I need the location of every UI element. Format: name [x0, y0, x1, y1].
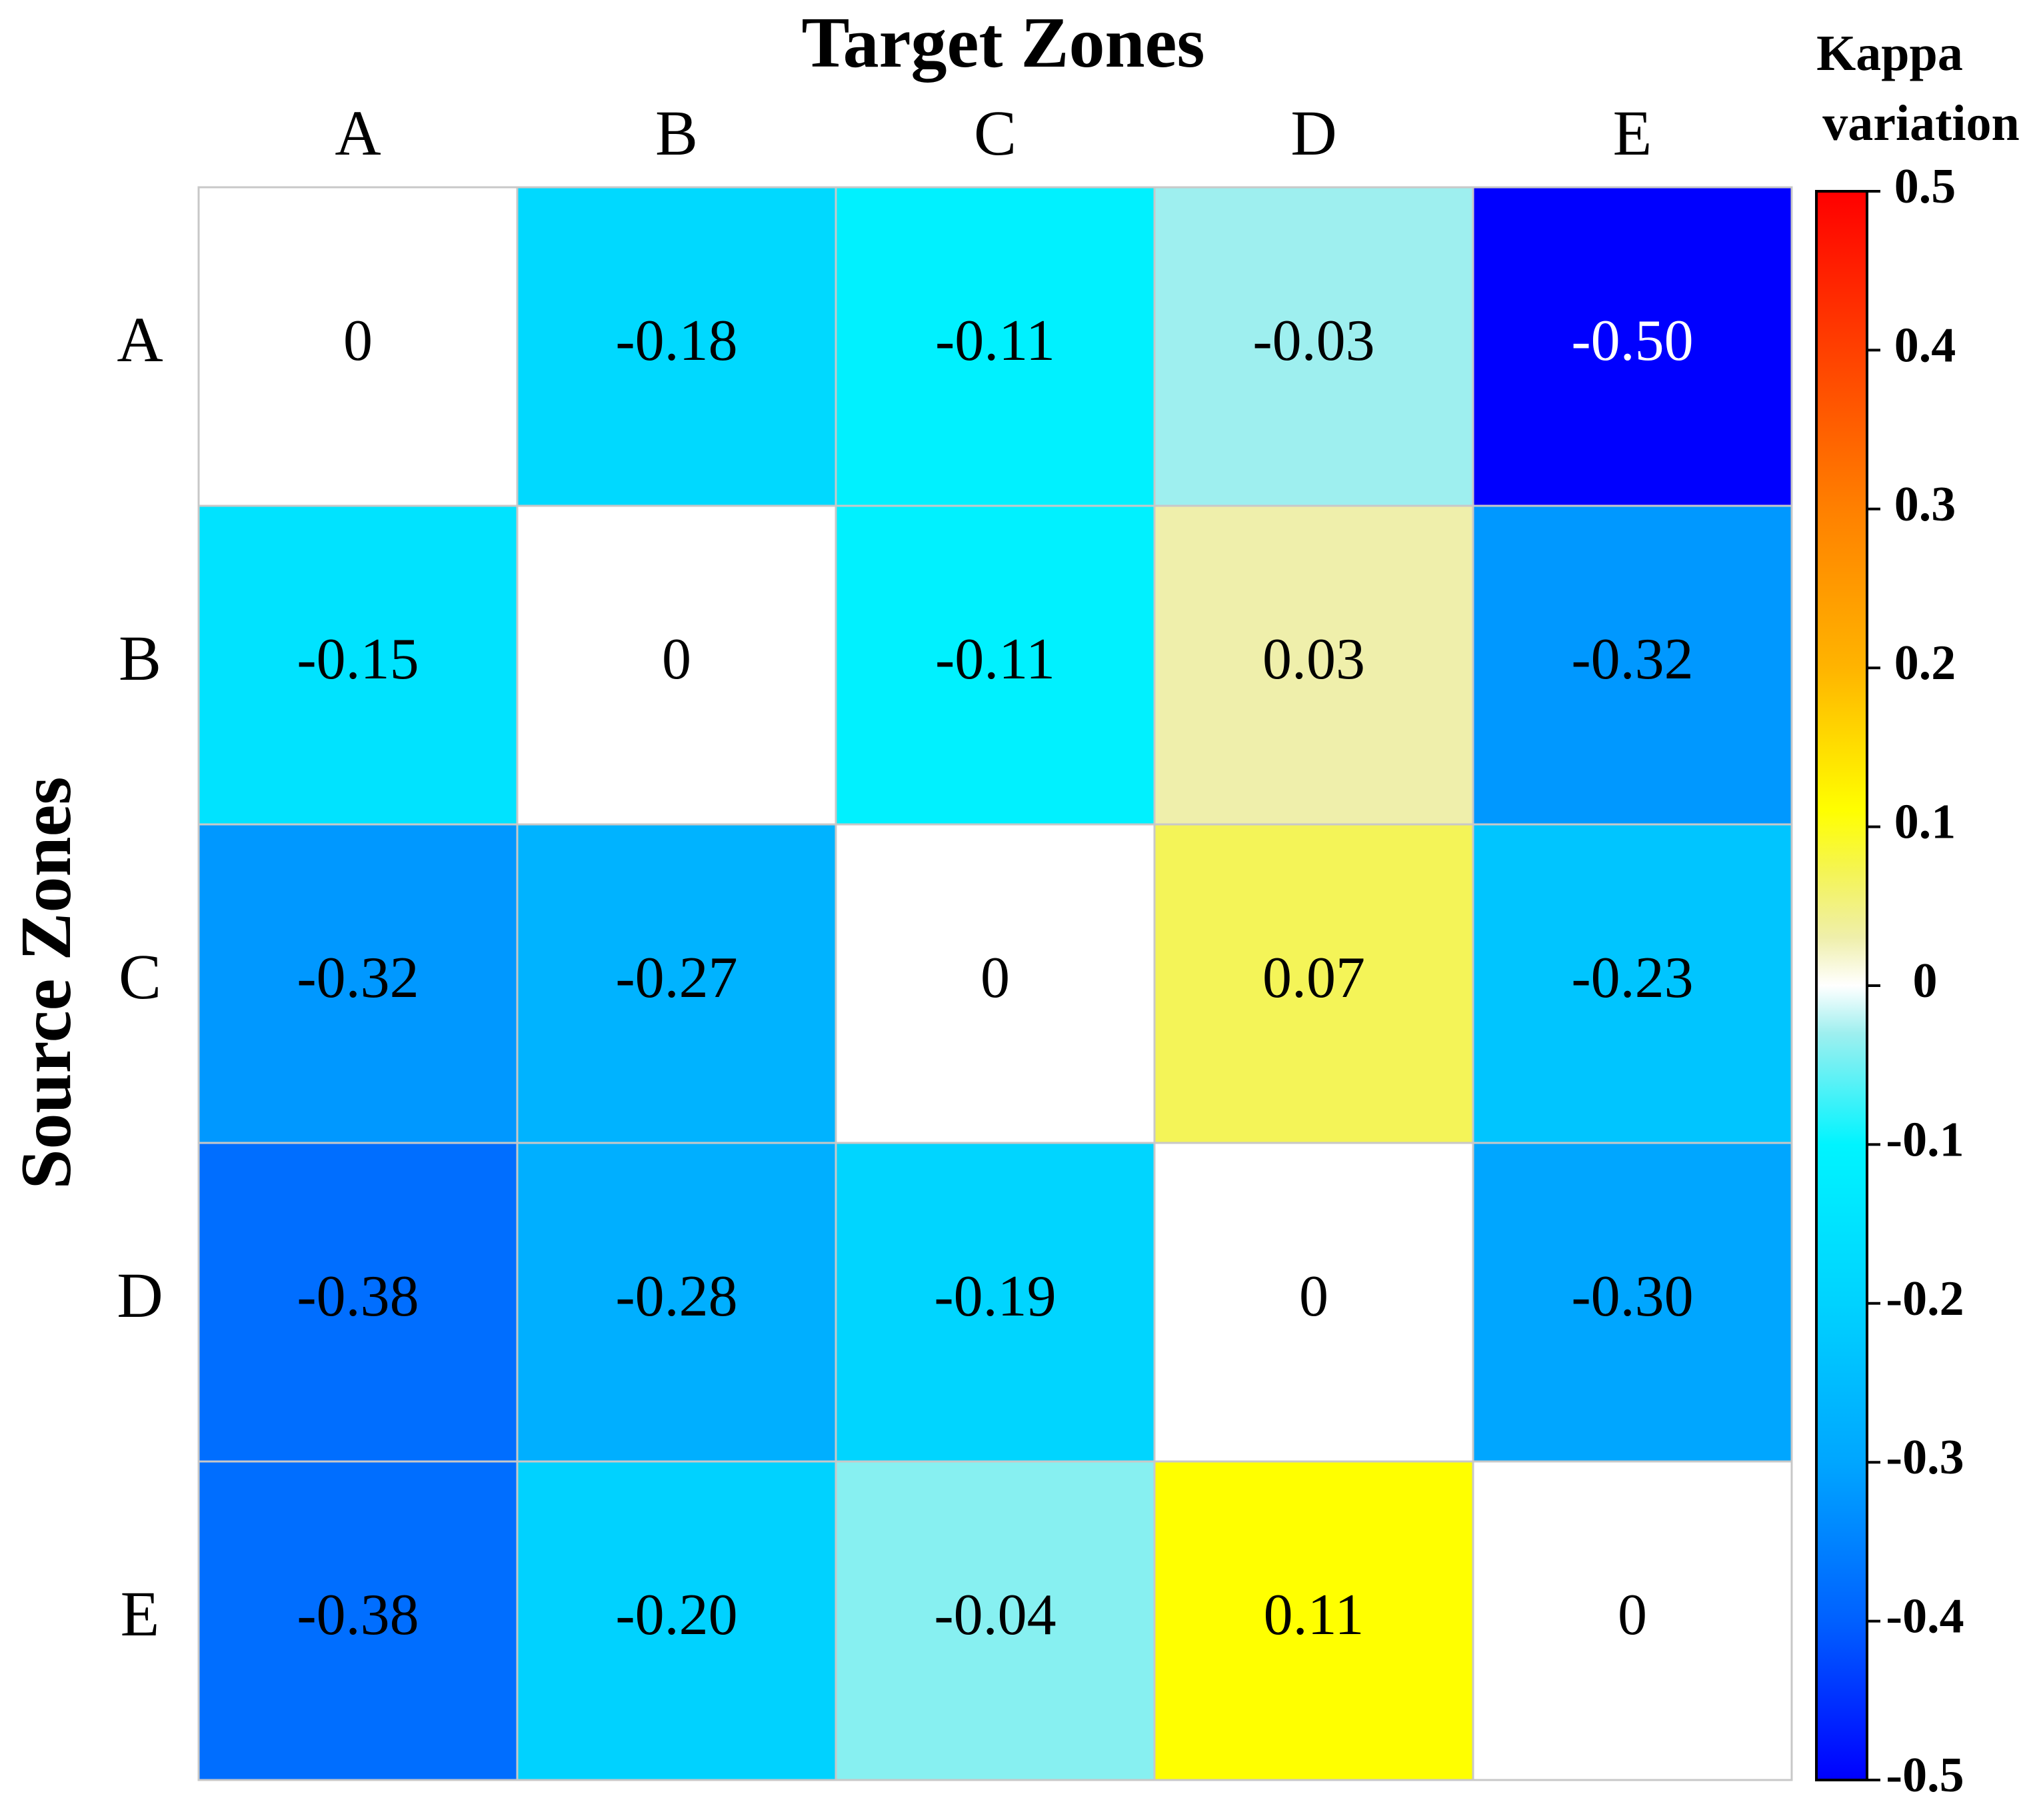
y-tick-label-d: D — [117, 1260, 163, 1331]
colorbar: Kappa variation 0.5 0.4 0.3 0.2 0.1 0 -0.1 -0.2… — [1815, 25, 2020, 1803]
heatmap-cell-label-d-a: -0.38 — [297, 1264, 419, 1329]
heatmap-cell-label-e-c: -0.04 — [934, 1583, 1056, 1647]
heatmap-cell-e-e — [1472, 1460, 1793, 1781]
heatmap-cell-label-e-e: 0 — [1618, 1583, 1647, 1647]
heatmap-cell-e-b — [516, 1460, 837, 1781]
heatmap-cell-a-b — [516, 186, 837, 507]
heatmap-cell-a-a — [197, 186, 519, 507]
heatmap-cell-label-a-b: -0.18 — [615, 309, 737, 373]
x-tick-label-d: D — [1290, 97, 1336, 169]
x-category-labels: A B C D E — [335, 97, 1652, 169]
heatmap-cell-label-d-d: 0 — [1299, 1264, 1328, 1329]
heatmap-values: 0 -0.18 -0.11 -0.03 -0.50 -0.15 0 -0.11 0.03 -0.3… — [297, 309, 1693, 1647]
heatmap-cell-b-d — [1153, 504, 1474, 826]
colorbar-tick-label: 0.5 — [1894, 159, 1956, 214]
heatmap-cell-label-c-e: -0.23 — [1571, 946, 1693, 1010]
heatmap-cell-label-a-a: 0 — [343, 309, 373, 373]
heatmap-cell-d-c — [835, 1142, 1156, 1463]
heatmap-cell-label-c-a: -0.32 — [297, 946, 419, 1010]
colorbar-tick-label: -0.5 — [1886, 1748, 1964, 1803]
x-axis-title: Target Zones — [801, 3, 1204, 83]
heatmap-cell-label-c-d: 0.07 — [1262, 946, 1365, 1010]
heatmap-cell-b-b — [516, 504, 837, 826]
y-category-labels: A B C D E — [117, 304, 163, 1649]
y-tick-label-e: E — [121, 1578, 160, 1649]
heatmap-cell-c-e — [1472, 823, 1793, 1144]
colorbar-tick-label: -0.1 — [1886, 1112, 1964, 1167]
colorbar-title-line-1: Kappa — [1816, 25, 1963, 81]
heatmap-cell-a-d — [1153, 186, 1474, 507]
heatmap-cell-label-a-d: -0.03 — [1252, 309, 1374, 373]
heatmap-cell-b-c — [835, 504, 1156, 826]
heatmap-cell-a-e — [1472, 186, 1793, 507]
heatmap-cell-e-c — [835, 1460, 1156, 1781]
x-tick-label-c: C — [974, 97, 1017, 169]
heatmap-cell-e-d — [1153, 1460, 1474, 1781]
colorbar-tick-label: -0.4 — [1886, 1589, 1964, 1644]
heatmap-cell-label-b-b: 0 — [662, 627, 691, 692]
heatmap-cell-d-a — [197, 1142, 519, 1463]
colorbar-ticks: 0.5 0.4 0.3 0.2 0.1 0 -0.1 -0.2 -0.3 -0.4 -0.5 — [1867, 159, 1964, 1803]
heatmap-cell-c-c — [835, 823, 1156, 1144]
x-tick-label-e: E — [1613, 97, 1652, 169]
heatmap-cell-label-d-b: -0.28 — [615, 1264, 737, 1329]
x-tick-label-b: B — [655, 97, 698, 169]
colorbar-tick-label: 0.3 — [1894, 477, 1956, 532]
y-axis-title: Source Zones — [7, 776, 86, 1189]
colorbar-tick-label: -0.2 — [1886, 1272, 1964, 1326]
heatmap-cell-c-d — [1153, 823, 1474, 1144]
heatmap-cell-label-c-b: -0.27 — [615, 946, 737, 1010]
heatmap-cell-d-b — [516, 1142, 837, 1463]
y-tick-label-b: B — [119, 622, 161, 694]
heatmap-cell-label-b-e: -0.32 — [1571, 627, 1693, 692]
heatmap-cell-b-e — [1472, 504, 1793, 826]
heatmap-cell-label-d-e: -0.30 — [1571, 1264, 1693, 1329]
x-tick-label-a: A — [335, 97, 381, 169]
heatmap-cell-label-b-c: -0.11 — [935, 627, 1055, 692]
heatmap-cell-b-a — [197, 504, 519, 826]
heatmap-cell-label-a-e: -0.50 — [1571, 309, 1693, 373]
heatmap-cell-label-a-c: -0.11 — [935, 309, 1055, 373]
heatmap-cell-label-b-d: 0.03 — [1262, 627, 1365, 692]
y-tick-label-c: C — [119, 941, 161, 1012]
heatmap-cell-label-c-c: 0 — [981, 946, 1010, 1010]
y-tick-label-a: A — [117, 304, 163, 375]
heatmap-cell-label-e-d: 0.11 — [1264, 1583, 1364, 1647]
colorbar-tick-label: 0.4 — [1894, 318, 1956, 373]
colorbar-tick-label: 0 — [1913, 954, 1938, 1008]
heatmap-cell-d-d — [1153, 1142, 1474, 1463]
colorbar-tick-label: -0.3 — [1886, 1430, 1964, 1485]
heatmap-cell-a-c — [835, 186, 1156, 507]
heatmap-cell-label-d-c: -0.19 — [934, 1264, 1056, 1329]
colorbar-title-line-2: variation — [1822, 95, 2020, 151]
colorbar-tick-label: 0.2 — [1894, 636, 1956, 690]
colorbar-gradient-bar — [1815, 190, 1868, 1781]
heatmap-cell-label-e-b: -0.20 — [615, 1583, 737, 1647]
heatmap-cell-c-a — [197, 823, 519, 1144]
heatmap-cells — [197, 186, 1793, 1781]
colorbar-tick-label: 0.1 — [1894, 795, 1956, 850]
heatmap-cell-label-e-a: -0.38 — [297, 1583, 419, 1647]
heatmap-cell-label-b-a: -0.15 — [297, 627, 419, 692]
heatmap-cell-c-b — [516, 823, 837, 1144]
